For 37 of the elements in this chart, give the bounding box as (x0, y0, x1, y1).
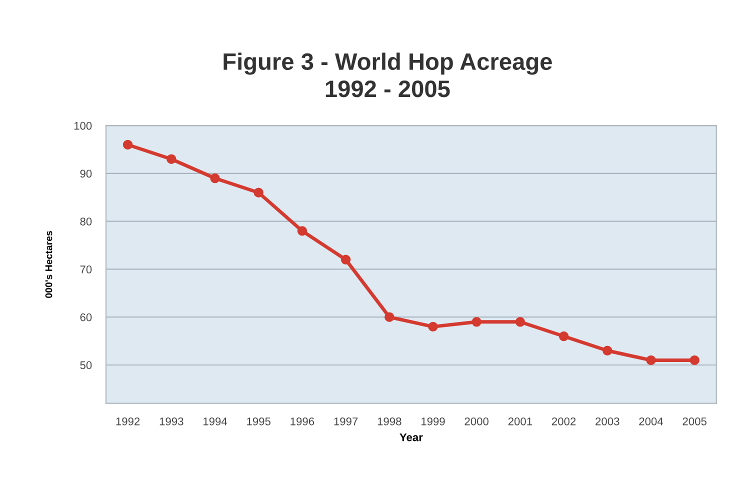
point (340, 254, 351, 265)
x-axis-title: Year (400, 434, 423, 442)
y-tick-label: 60 (80, 313, 92, 322)
point (384, 312, 394, 322)
x-tick-label: 2004 (639, 417, 664, 426)
x-tick-label: 1998 (378, 417, 402, 426)
x-tick-label: 1995 (247, 417, 270, 426)
point (297, 226, 308, 236)
x-tick-label: 1993 (160, 417, 184, 426)
x-tick-label: 1999 (421, 417, 445, 426)
chart-title: Figure 3 - World Hop Acreage 1992 - 2005 (224, 52, 552, 98)
x-tick-label: 2003 (596, 417, 620, 426)
y-tick-label: 80 (80, 218, 92, 226)
y-tick-label: 100 (74, 122, 92, 130)
x-tick-label: 2005 (682, 417, 706, 426)
point (646, 355, 656, 366)
point (602, 346, 612, 356)
point (472, 317, 482, 327)
point (690, 355, 700, 366)
x-tick-label: 2002 (552, 417, 576, 426)
point (515, 317, 526, 327)
point (122, 140, 133, 150)
x-tick-label: 1997 (334, 417, 358, 426)
x-tick-label: 1994 (203, 417, 228, 426)
point (210, 173, 220, 184)
point (558, 331, 569, 342)
y-axis-title: 000's Hectares (45, 230, 52, 298)
y-tick-label: 50 (80, 361, 92, 370)
point (254, 188, 264, 198)
y-tick-label: 90 (80, 170, 92, 178)
x-tick-label: 2000 (464, 417, 489, 426)
point (166, 154, 176, 164)
x-tick-label: 1992 (116, 417, 140, 426)
x-tick-label: 2001 (508, 417, 532, 426)
point (428, 322, 438, 332)
y-tick-label: 70 (80, 266, 92, 274)
x-tick-label: 1996 (290, 417, 314, 426)
